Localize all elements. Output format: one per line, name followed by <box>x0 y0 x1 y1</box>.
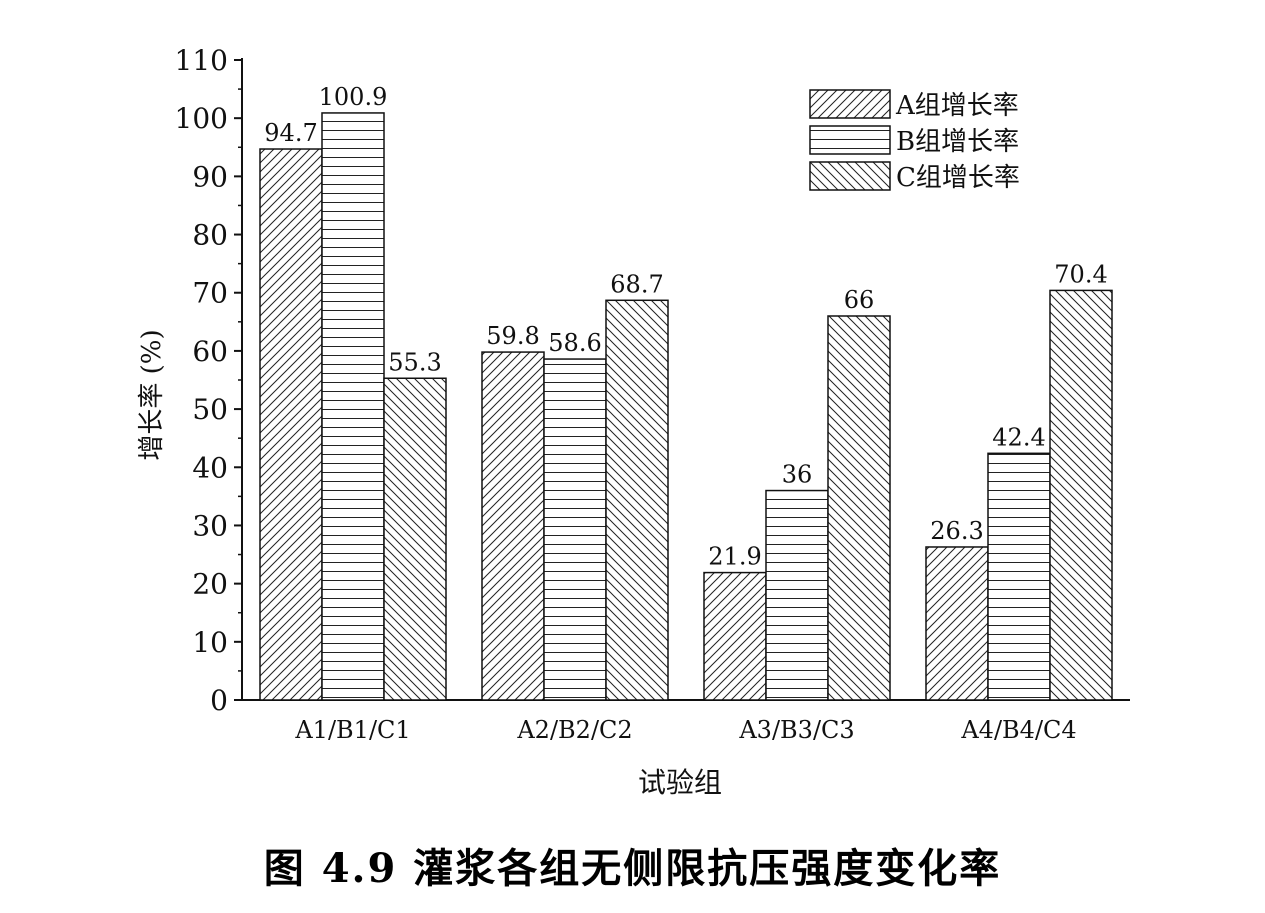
data-label: 58.6 <box>548 329 601 357</box>
data-label: 21.9 <box>708 543 761 571</box>
legend-label: C组增长率 <box>896 163 1020 193</box>
x-tick-label: A4/B4/C4 <box>960 716 1076 744</box>
data-label: 70.4 <box>1054 260 1107 288</box>
y-tick-label: 90 <box>192 160 228 193</box>
data-label: 26.3 <box>930 517 983 545</box>
legend-label: A组增长率 <box>895 91 1019 121</box>
bar <box>321 112 385 701</box>
y-tick-label: 20 <box>192 568 228 601</box>
data-label: 42.4 <box>992 423 1045 451</box>
legend-swatch <box>809 161 891 191</box>
data-label: 100.9 <box>319 83 388 111</box>
x-axis-label: 试验组 <box>638 766 722 799</box>
bar <box>481 351 545 701</box>
bar <box>765 489 829 701</box>
x-tick-label: A3/B3/C3 <box>738 716 854 744</box>
bar-labels: 94.7 59.8 21.9 26.3 100.9 58.6 36 42.4 55.3 68.7 6… <box>264 83 1107 571</box>
legend: A组增长率 B组增长率 C组增长率 <box>809 89 1020 193</box>
data-label: 94.7 <box>264 119 317 147</box>
y-tick-label: 30 <box>192 509 228 542</box>
y-tick-label: 50 <box>192 393 228 426</box>
figure-caption: 图 4.9 灌浆各组无侧限抗压强度变化率 <box>263 845 1002 892</box>
y-tick-label: 10 <box>192 626 228 659</box>
bar <box>383 377 447 701</box>
data-label: 55.3 <box>388 348 441 376</box>
bar <box>827 315 891 701</box>
legend-label: B组增长率 <box>896 127 1019 157</box>
x-tick-label: A1/B1/C1 <box>294 716 410 744</box>
y-tick-label: 70 <box>192 277 228 310</box>
bar <box>925 546 989 701</box>
x-axis: A1/B1/C1 A2/B2/C2 A3/B3/C3 A4/B4/C4 <box>242 699 1130 744</box>
y-tick-label: 0 <box>210 684 228 717</box>
bar <box>987 452 1051 701</box>
legend-swatch <box>809 89 891 119</box>
bar <box>259 148 323 701</box>
data-label: 68.7 <box>610 270 663 298</box>
bar <box>605 299 669 701</box>
y-tick-label: 110 <box>175 44 228 77</box>
y-axis-label: 增长率 (%) <box>137 329 167 460</box>
bars <box>259 112 1113 701</box>
bar <box>543 358 607 701</box>
y-axis: 0 10 20 30 40 50 60 70 80 90 100 110 <box>175 44 243 717</box>
y-tick-label: 100 <box>175 102 228 135</box>
data-label: 66 <box>844 286 875 314</box>
legend-swatch <box>809 125 891 155</box>
y-tick-label: 60 <box>192 335 228 368</box>
bar <box>1049 289 1113 701</box>
data-label: 59.8 <box>486 322 539 350</box>
y-tick-label: 80 <box>192 219 228 252</box>
data-label: 36 <box>782 461 813 489</box>
x-tick-label: A2/B2/C2 <box>516 716 632 744</box>
bar <box>703 571 767 701</box>
y-tick-label: 40 <box>192 451 228 484</box>
